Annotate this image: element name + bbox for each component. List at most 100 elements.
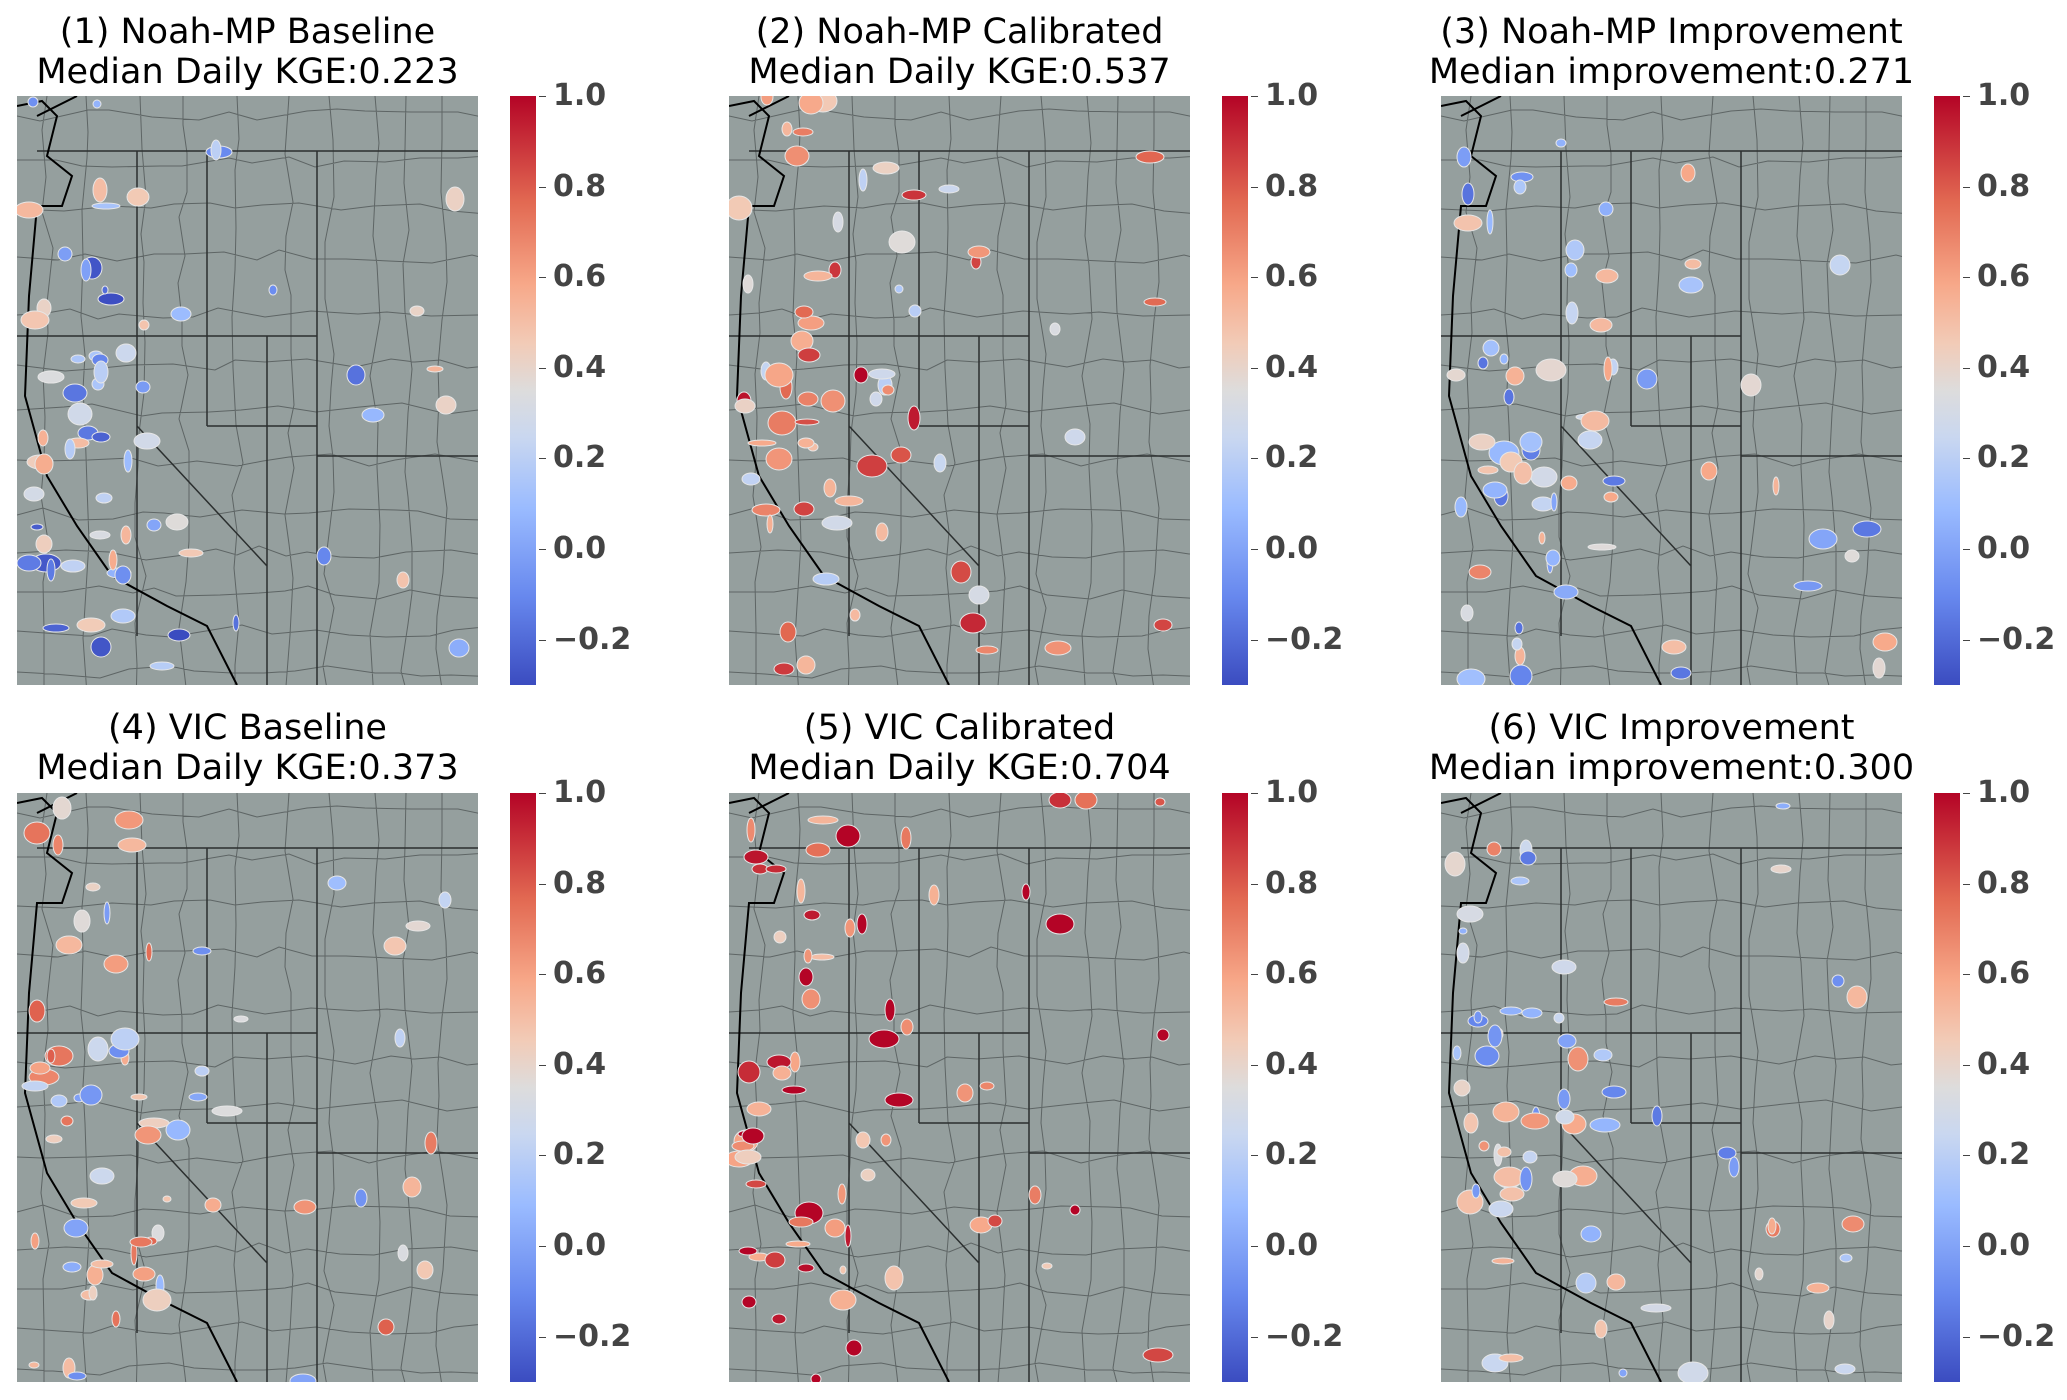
- basin-shape: [829, 1289, 857, 1311]
- basin-shape: [868, 1029, 900, 1049]
- basin-shape: [194, 1065, 210, 1077]
- basin-shape: [766, 514, 774, 534]
- basin-shape: [91, 202, 121, 210]
- basin-shape: [1482, 339, 1500, 357]
- basin-shape: [138, 319, 150, 331]
- basin-shape: [1589, 317, 1613, 333]
- basin-shape: [62, 383, 88, 403]
- basin-shape: [771, 1313, 787, 1325]
- basin-shape: [729, 195, 753, 221]
- basin-shape: [149, 661, 175, 671]
- state-boundaries: [17, 150, 478, 685]
- basin-shape: [1074, 793, 1098, 810]
- map: [1441, 793, 1902, 1382]
- map: [729, 96, 1190, 685]
- basin-shape: [37, 370, 65, 384]
- colorbar-tick-label: 0.6: [538, 259, 607, 295]
- basin-shape: [132, 1266, 156, 1282]
- basin-shape: [741, 1127, 765, 1145]
- basin-shape: [858, 168, 868, 192]
- basin-shape: [956, 1083, 974, 1103]
- basin-shape: [844, 1224, 852, 1248]
- basin-shape: [1575, 1272, 1597, 1294]
- basin-shape: [29, 1061, 51, 1075]
- coastline: [17, 96, 238, 685]
- basin-shape: [849, 608, 861, 622]
- basin-shape: [1680, 163, 1696, 183]
- basin-shape: [108, 549, 118, 571]
- basin-shape: [27, 96, 39, 108]
- basin-shape: [1513, 179, 1527, 195]
- basin-shape: [448, 638, 470, 658]
- basin-shape: [1553, 584, 1579, 600]
- basin-shape: [1602, 475, 1626, 487]
- basin-shape: [1557, 1088, 1571, 1110]
- basin-shape: [812, 572, 840, 586]
- basin-shape: [92, 99, 102, 109]
- colorbar-tick-label: 0.4: [1962, 349, 2031, 385]
- basin-shape: [34, 453, 54, 475]
- basin-shape: [1587, 543, 1617, 551]
- basin-shape: [92, 177, 108, 203]
- basin-shape: [1551, 959, 1577, 975]
- basin-shape: [773, 930, 787, 944]
- basin-shape: [268, 284, 278, 296]
- county-boundaries: [1441, 793, 1902, 1382]
- basin-shape: [1577, 430, 1603, 450]
- colorbar-tick-label: −0.2: [538, 1318, 632, 1354]
- basin-shape: [426, 365, 444, 373]
- basin-shape: [1503, 388, 1515, 406]
- panel-title: (6) VIC Improvement Median improvement:0.…: [1401, 708, 1942, 788]
- basin-shape: [1603, 356, 1613, 382]
- basin-shape: [1456, 668, 1486, 685]
- basin-shape: [959, 612, 987, 634]
- map: [729, 793, 1190, 1382]
- colorbar-tick-label: 1.0: [538, 775, 607, 810]
- basin-shape: [856, 454, 888, 478]
- basin-shape: [855, 1131, 871, 1149]
- basin-shape: [967, 245, 991, 259]
- basin-shape: [1772, 476, 1780, 496]
- colorbar-tick-label: 0.4: [538, 349, 607, 385]
- colorbar: [510, 793, 536, 1382]
- basin-shape: [1565, 239, 1585, 261]
- basin-shape: [402, 1176, 422, 1198]
- basin-shape: [1553, 1012, 1565, 1024]
- basin-shape: [1823, 1310, 1835, 1330]
- colorbar-tick-label: −0.2: [1962, 1318, 2056, 1354]
- basin-shape: [85, 882, 101, 892]
- basin-shape: [67, 402, 93, 426]
- basin-shape: [1595, 268, 1619, 284]
- colorbar: [1222, 793, 1248, 1382]
- basin-shape: [394, 1028, 406, 1048]
- basin-shape: [1808, 528, 1838, 550]
- panel-median-label: Median Daily KGE:0.704: [748, 748, 1171, 788]
- basin-shape: [377, 1318, 395, 1336]
- basin-shape: [120, 525, 132, 545]
- basin-shape: [103, 954, 129, 974]
- basin-shape: [1142, 1347, 1174, 1363]
- basin-shape: [950, 560, 972, 584]
- basin-shape: [788, 1216, 814, 1228]
- panel-title-line: (3) Noah-MP Improvement: [1440, 12, 1903, 52]
- basin-shape: [1555, 1109, 1575, 1125]
- basin-shape: [797, 347, 821, 363]
- basin-shape: [1488, 1200, 1514, 1218]
- basin-shape: [17, 201, 44, 219]
- basin-shape: [1452, 1045, 1462, 1061]
- basin-shape: [1509, 664, 1533, 685]
- basin-shape: [30, 523, 44, 531]
- basin-shape: [1461, 182, 1475, 206]
- basin-shape: [933, 453, 947, 473]
- basin-shape: [820, 389, 846, 413]
- basin-shape: [872, 161, 900, 175]
- colorbar-tick-label: 0.0: [1962, 531, 2031, 567]
- basin-shape: [63, 1218, 89, 1238]
- basin-shape: [900, 1018, 914, 1036]
- colorbar: [1222, 96, 1248, 685]
- basin-shape: [52, 796, 72, 820]
- basin-shape: [746, 1101, 772, 1117]
- basin-shape: [45, 1134, 63, 1144]
- basin-shape: [1498, 1353, 1524, 1363]
- colorbar-tick-label: 0.2: [1250, 1137, 1319, 1173]
